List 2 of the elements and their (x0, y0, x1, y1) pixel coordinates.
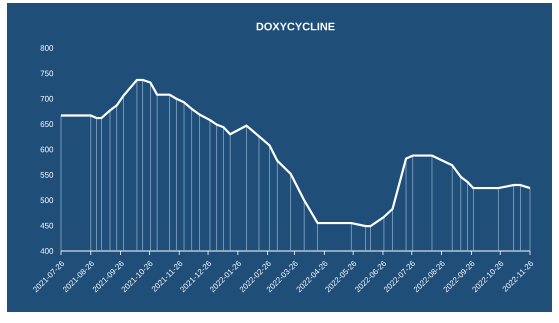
line-series (60, 78, 532, 228)
chart-title: DOXYCYCLINE (256, 22, 335, 30)
